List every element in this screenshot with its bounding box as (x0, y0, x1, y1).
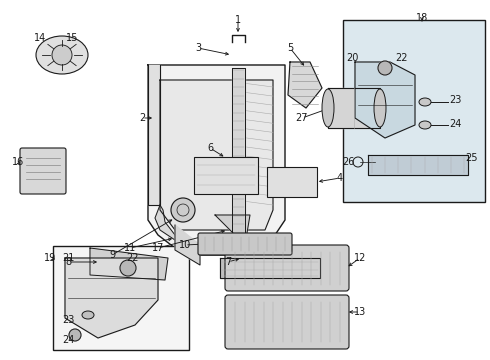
FancyBboxPatch shape (225, 295, 349, 349)
FancyBboxPatch shape (20, 148, 66, 194)
Polygon shape (90, 248, 168, 280)
Circle shape (378, 61, 392, 75)
Text: 8: 8 (65, 257, 71, 267)
Text: 4: 4 (337, 173, 343, 183)
Circle shape (69, 329, 81, 341)
Text: 13: 13 (354, 307, 366, 317)
Text: 16: 16 (12, 157, 24, 167)
Ellipse shape (82, 311, 94, 319)
Text: 3: 3 (195, 43, 201, 53)
Polygon shape (232, 68, 245, 235)
Text: 15: 15 (66, 33, 78, 43)
Polygon shape (288, 62, 322, 108)
Text: 27: 27 (296, 113, 308, 123)
FancyBboxPatch shape (267, 167, 317, 197)
Polygon shape (148, 65, 160, 205)
Polygon shape (355, 62, 415, 138)
Polygon shape (155, 205, 195, 248)
Text: 23: 23 (62, 315, 74, 325)
Text: 11: 11 (124, 243, 136, 253)
FancyBboxPatch shape (343, 20, 485, 202)
Text: 18: 18 (416, 13, 428, 23)
Text: 17: 17 (152, 243, 164, 253)
Ellipse shape (419, 98, 431, 106)
FancyBboxPatch shape (53, 246, 189, 350)
Text: 25: 25 (466, 153, 478, 163)
Circle shape (120, 260, 136, 276)
Text: 26: 26 (342, 157, 354, 167)
Ellipse shape (322, 89, 334, 127)
Text: 2: 2 (139, 113, 145, 123)
Text: 24: 24 (449, 119, 461, 129)
Text: 1: 1 (235, 15, 241, 25)
Polygon shape (160, 80, 273, 230)
FancyBboxPatch shape (225, 245, 349, 291)
Text: 22: 22 (396, 53, 408, 63)
Polygon shape (328, 88, 380, 128)
Text: 23: 23 (449, 95, 461, 105)
FancyBboxPatch shape (194, 157, 258, 194)
Text: 22: 22 (126, 253, 138, 263)
FancyBboxPatch shape (198, 233, 292, 255)
Text: 5: 5 (287, 43, 293, 53)
Ellipse shape (36, 36, 88, 74)
Text: 20: 20 (346, 53, 358, 63)
Text: 14: 14 (34, 33, 46, 43)
Polygon shape (220, 258, 320, 278)
Polygon shape (215, 215, 250, 245)
Text: 21: 21 (62, 253, 74, 263)
Text: 24: 24 (62, 335, 74, 345)
Ellipse shape (374, 89, 386, 127)
Polygon shape (175, 225, 200, 265)
Text: 10: 10 (179, 240, 191, 250)
Polygon shape (148, 65, 285, 255)
Text: 12: 12 (354, 253, 366, 263)
Text: 9: 9 (109, 250, 115, 260)
Circle shape (171, 198, 195, 222)
Ellipse shape (419, 121, 431, 129)
Circle shape (52, 45, 72, 65)
Text: 6: 6 (207, 143, 213, 153)
Polygon shape (368, 155, 468, 175)
Text: 7: 7 (225, 257, 231, 267)
Text: 19: 19 (44, 253, 56, 263)
Polygon shape (65, 258, 158, 338)
